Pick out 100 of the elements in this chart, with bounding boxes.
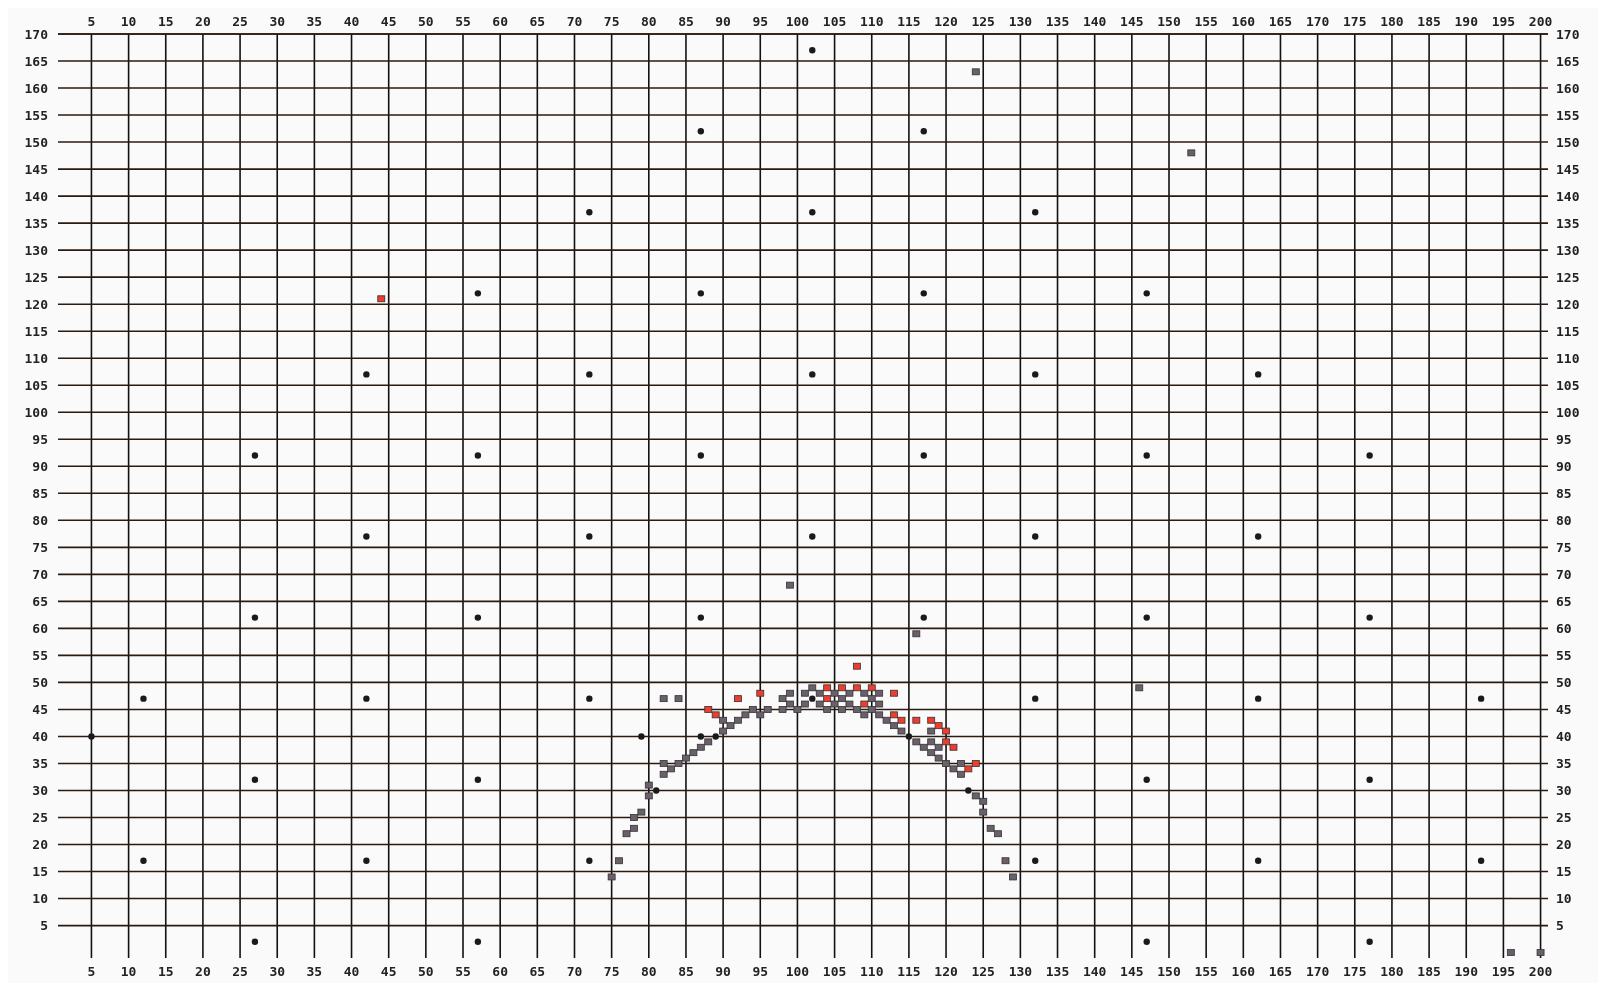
point: [1032, 533, 1039, 540]
point: [949, 743, 958, 751]
y2-tick-label: 130: [1556, 242, 1580, 258]
y2-tick-label: 35: [1556, 756, 1572, 772]
point: [809, 695, 816, 702]
point: [586, 209, 593, 216]
x2-tick-label: 130: [1008, 964, 1033, 979]
point: [1032, 695, 1039, 702]
point: [586, 857, 593, 864]
point: [920, 290, 927, 297]
y-tick-label: 80: [32, 512, 49, 528]
point: [934, 722, 943, 730]
x2-tick-label: 190: [1454, 964, 1479, 979]
point: [809, 533, 816, 540]
y-tick-label: 20: [32, 837, 49, 853]
x2-tick-label: 65: [529, 964, 546, 979]
point: [942, 738, 950, 746]
y-tick-label: 60: [32, 620, 49, 636]
x2-tick-label: 15: [157, 964, 174, 979]
y2-tick-label: 45: [1556, 701, 1572, 717]
x2-tick-label: 135: [1045, 964, 1070, 979]
y2-tick-label: 110: [1556, 350, 1580, 366]
x2-tick-label: 175: [1343, 964, 1367, 979]
y2-tick-label: 160: [1556, 80, 1580, 96]
y2-tick-label: 25: [1556, 810, 1572, 826]
point: [474, 938, 482, 945]
x2-tick-label: 40: [343, 964, 360, 979]
x2-tick-label: 185: [1417, 964, 1441, 979]
x2-tick-label: 60: [492, 964, 509, 979]
point: [697, 614, 705, 621]
y2-tick-label: 55: [1556, 647, 1572, 663]
x2-tick-label: 165: [1268, 964, 1293, 979]
point: [964, 765, 973, 773]
x-tick-label: 150: [1157, 14, 1181, 29]
point: [965, 787, 972, 794]
point: [638, 733, 645, 740]
y-tick-label: 40: [32, 729, 49, 745]
y2-tick-label: 105: [1556, 377, 1580, 393]
point: [912, 716, 921, 724]
point: [838, 684, 846, 692]
x-tick-label: 165: [1268, 14, 1293, 29]
y-tick-label: 135: [24, 215, 48, 231]
x2-tick-label: 20: [195, 964, 211, 979]
x2-tick-label: 70: [566, 964, 583, 979]
y2-tick-label: 75: [1556, 539, 1572, 555]
point: [897, 716, 906, 724]
x-tick-label: 70: [566, 14, 583, 29]
y-tick-label: 85: [32, 485, 48, 501]
y-tick-label: 155: [24, 107, 48, 123]
x-tick-label: 135: [1045, 14, 1070, 29]
y2-tick-label: 115: [1556, 323, 1580, 339]
point: [890, 689, 898, 697]
y2-tick-label: 120: [1556, 296, 1580, 312]
point: [653, 787, 660, 794]
x-tick-label: 120: [934, 14, 958, 29]
x-tick-label: 95: [752, 14, 769, 29]
y-tick-label: 65: [32, 593, 48, 609]
y2-tick-label: 135: [1556, 215, 1580, 231]
y2-tick-label: 60: [1556, 620, 1572, 636]
y2-tick-label: 15: [1556, 864, 1572, 880]
point: [823, 695, 832, 703]
x2-tick-label: 45: [380, 964, 397, 979]
x2-tick-label: 140: [1082, 964, 1107, 979]
x-tick-label: 45: [380, 14, 397, 29]
x-tick-label: 170: [1305, 14, 1330, 29]
y-tick-label: 95: [32, 431, 48, 447]
x-tick-label: 130: [1008, 14, 1033, 29]
y2-tick-label: 50: [1556, 674, 1572, 690]
y-tick-label: 165: [24, 53, 48, 69]
x2-tick-label: 5: [87, 964, 96, 979]
point: [920, 128, 927, 135]
point: [920, 614, 927, 621]
point: [905, 733, 913, 740]
point: [251, 614, 259, 621]
point: [1477, 695, 1485, 702]
x2-tick-label: 85: [678, 964, 694, 979]
point: [586, 533, 593, 540]
x-tick-label: 100: [785, 14, 810, 29]
point: [251, 938, 259, 945]
x-tick-label: 60: [492, 14, 509, 29]
x-tick-label: 40: [343, 14, 360, 29]
y-tick-label: 105: [24, 377, 48, 393]
point: [1254, 857, 1262, 864]
point: [867, 684, 876, 692]
y2-tick-label: 5: [1556, 918, 1564, 934]
point: [1366, 452, 1373, 459]
y-tick-label: 140: [24, 188, 49, 204]
point: [809, 371, 816, 378]
y2-tick-label: 40: [1556, 729, 1572, 745]
x-tick-label: 115: [897, 14, 921, 29]
y2-tick-label: 10: [1556, 891, 1572, 907]
point: [1032, 857, 1039, 864]
x2-tick-label: 180: [1380, 964, 1404, 979]
point: [711, 711, 720, 719]
x2-tick-label: 55: [455, 964, 471, 979]
point: [890, 711, 898, 719]
point: [1143, 776, 1150, 783]
point: [823, 684, 832, 692]
point: [1366, 776, 1373, 783]
x2-tick-label: 90: [715, 964, 732, 979]
